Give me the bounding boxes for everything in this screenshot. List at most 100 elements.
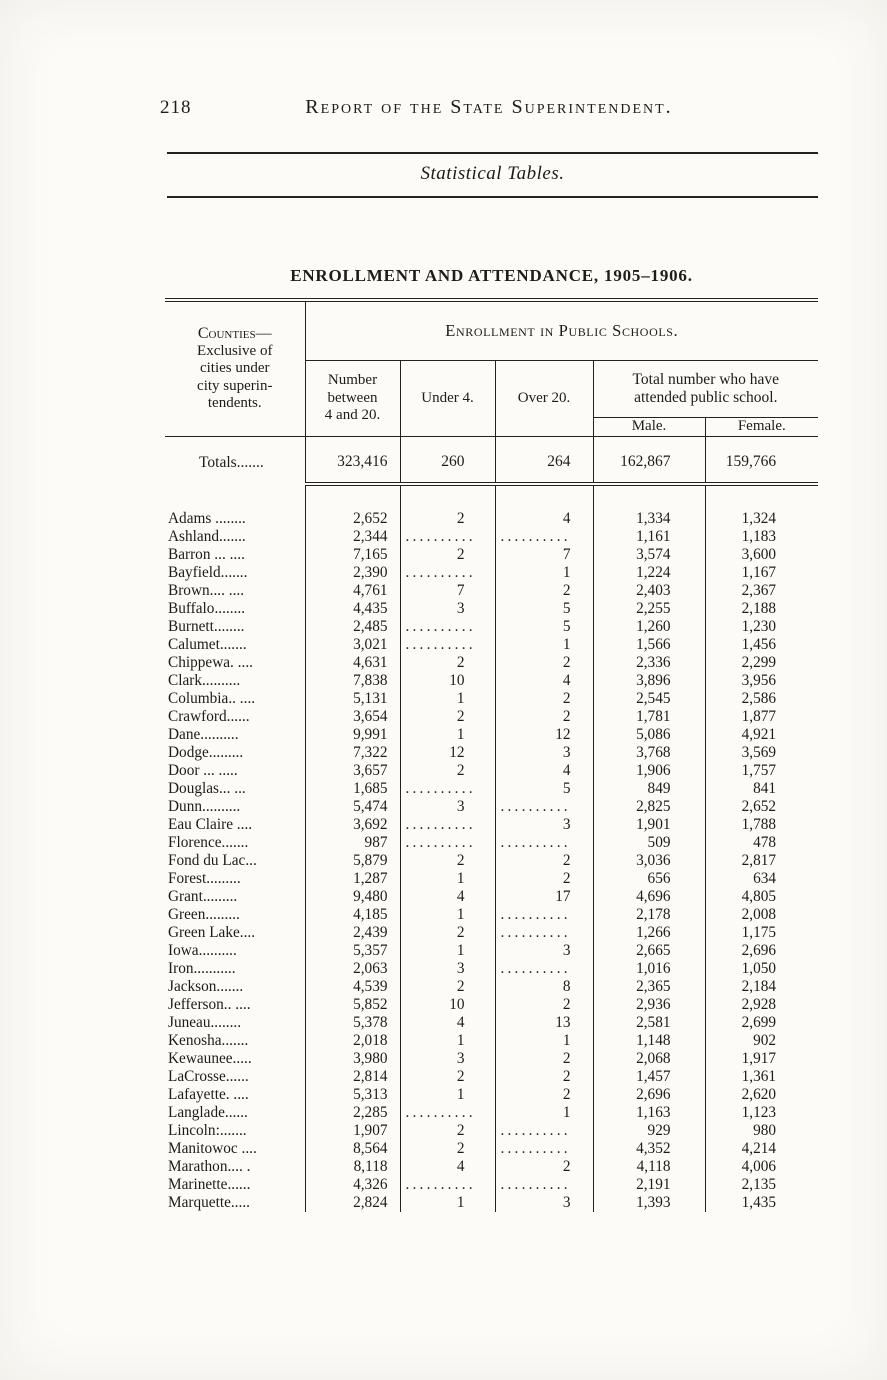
value-cell: 5,313 <box>305 1085 401 1104</box>
value-cell: 4 <box>400 1013 496 1032</box>
table-row: Fond du Lac... 5,879 2 2 3,036 2,817 <box>165 851 818 870</box>
value-cell: 1,906 <box>593 761 706 780</box>
table-row: Marinette...... 4,326....................… <box>165 1175 818 1194</box>
statistics-table-wrapper: Counties— Exclusive of cities under city… <box>165 298 819 1212</box>
value-cell: 1 <box>495 635 594 654</box>
value-cell: 841 <box>753 779 777 797</box>
value-cell: 5 <box>495 599 594 618</box>
value-cell: 3,692 <box>305 815 401 834</box>
value-cell: 1,334 <box>593 483 706 528</box>
value-cell: .......... <box>400 563 496 582</box>
county-name: Iron........... <box>165 959 306 978</box>
value-cell: 3,896 <box>593 671 706 690</box>
value-cell: .......... <box>400 635 496 654</box>
value-cell: 1 <box>400 905 496 924</box>
value-cell: .......... <box>400 617 496 636</box>
col-header-between-4-20: Number between 4 and 20. <box>305 360 401 437</box>
attended-school-header: Total number who have attended public sc… <box>593 360 819 418</box>
value-cell: 2 <box>495 1157 594 1176</box>
table-row: Florence....... 987.................... 50… <box>165 833 818 852</box>
value-cell: 4 <box>495 483 594 528</box>
value-cell: 478 <box>753 833 777 851</box>
value-cell: 10 <box>400 671 496 690</box>
value-cell: 7,165 <box>305 545 401 564</box>
value-cell: .......... <box>495 1175 594 1194</box>
value-cell: 1,907 <box>305 1121 401 1140</box>
totals-under-4: 260 <box>400 436 496 486</box>
county-name: Bayfield....... <box>165 563 306 582</box>
table-row: LaCrosse...... 2,814 2 2 1,457 1,361 <box>165 1067 818 1086</box>
page-number: 218 <box>160 97 192 118</box>
county-name: Kewaunee..... <box>165 1049 306 1068</box>
value-cell: 2,365 <box>593 977 706 996</box>
value-cell: 12 <box>495 725 594 744</box>
value-cell: 8,118 <box>305 1157 401 1176</box>
value-cell: 5 <box>495 779 594 798</box>
value-cell: 1 <box>495 1103 594 1122</box>
value-cell: 2,390 <box>305 563 401 582</box>
table-row: Juneau........ 5,378 4 13 2,581 2,699 <box>165 1013 818 1032</box>
value-cell: .......... <box>400 1175 496 1194</box>
table-row: Kewaunee..... 3,980 3 2 2,068 1,917 <box>165 1049 818 1068</box>
value-cell: 5,879 <box>305 851 401 870</box>
value-cell: 1,757 <box>741 761 777 779</box>
county-name: Lafayette. .... <box>165 1085 306 1104</box>
value-cell: 1,435 <box>741 1193 777 1211</box>
value-cell: 929 <box>593 1121 706 1140</box>
county-name: Marquette..... <box>165 1193 306 1212</box>
value-cell: 1,163 <box>593 1103 706 1122</box>
value-cell: 4 <box>400 1157 496 1176</box>
table-row: Forest......... 1,287 1 2 656 634 <box>165 869 818 888</box>
value-cell: 2,008 <box>741 905 777 923</box>
table-row: Dane.......... 9,991 1 12 5,086 4,921 <box>165 725 818 744</box>
value-cell: 509 <box>593 833 706 852</box>
value-cell: 4,921 <box>741 725 777 743</box>
counties-column-header: Counties— Exclusive of cities under city… <box>165 300 306 437</box>
value-cell: 2 <box>400 1067 496 1086</box>
section-title: Statistical Tables. <box>420 163 565 184</box>
table-row: Green Lake.... 2,439 2.......... 1,266 1,175 <box>165 923 818 942</box>
table-row: Adams ........ 2,652 2 4 1,334 1,324 <box>165 483 818 528</box>
value-cell: 2,344 <box>305 527 401 546</box>
table-row: Brown.... .... 4,761 7 2 2,403 2,367 <box>165 581 818 600</box>
county-name: Kenosha....... <box>165 1031 306 1050</box>
value-cell: 1,175 <box>741 923 777 941</box>
county-name: Ashland....... <box>165 527 306 546</box>
value-cell: 2,485 <box>305 617 401 636</box>
table-row: Clark.......... 7,838 10 4 3,896 3,956 <box>165 671 818 690</box>
value-cell: 2,336 <box>593 653 706 672</box>
county-name: Douglas... ... <box>165 779 306 798</box>
value-cell: 3 <box>400 959 496 978</box>
value-cell: 5,474 <box>305 797 401 816</box>
value-cell: 2,825 <box>593 797 706 816</box>
value-cell: 7 <box>400 581 496 600</box>
table-row: Douglas... ... 1,685.......... 5 849 841 <box>165 779 818 798</box>
totals-male: 162,867 <box>593 436 706 486</box>
value-cell: 3,654 <box>305 707 401 726</box>
value-cell: 2,439 <box>305 923 401 942</box>
value-cell: 2 <box>495 869 594 888</box>
value-cell: 980 <box>753 1121 777 1139</box>
county-name: Iowa.......... <box>165 941 306 960</box>
county-name: Green......... <box>165 905 306 924</box>
value-cell: 9,480 <box>305 887 401 906</box>
value-cell: 3,657 <box>305 761 401 780</box>
table-row: Eau Claire .... 3,692.......... 3 1,901 1,78… <box>165 815 818 834</box>
horizontal-rule <box>167 152 818 154</box>
value-cell: 2 <box>495 653 594 672</box>
county-name: Door ... ..... <box>165 761 306 780</box>
table-row: Door ... ..... 3,657 2 4 1,906 1,757 <box>165 761 818 780</box>
value-cell: 13 <box>495 1013 594 1032</box>
value-cell: 1,324 <box>741 509 777 527</box>
county-name: Florence....... <box>165 833 306 852</box>
totals-section: Totals....... 323,416 260 264 162,867 15… <box>165 436 819 486</box>
value-cell: 3 <box>400 797 496 816</box>
counties-subtext: Exclusive of cities under city superin- … <box>197 342 273 412</box>
value-cell: 1 <box>400 869 496 888</box>
county-name: Jackson....... <box>165 977 306 996</box>
value-cell: 4 <box>495 671 594 690</box>
county-name: Manitowoc .... <box>165 1139 306 1158</box>
table-row: Jefferson.. .... 5,852 10 2 2,936 2,928 <box>165 995 818 1014</box>
value-cell: 2 <box>400 761 496 780</box>
value-cell: 2 <box>400 977 496 996</box>
